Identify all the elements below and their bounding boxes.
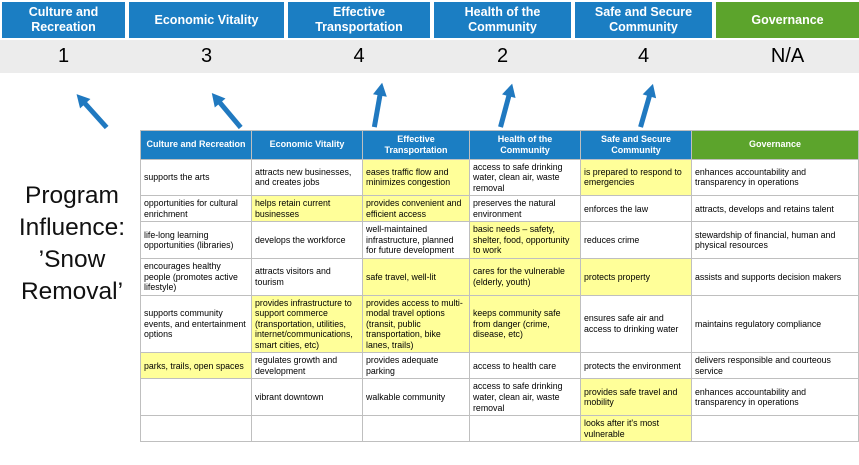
arrow-up-icon — [632, 82, 660, 132]
matrix-cell — [251, 415, 363, 443]
score-value-safe-and-secure-community: 4 — [637, 45, 650, 67]
arrow-up-icon — [366, 81, 390, 130]
score-value-culture-and-recreation: 1 — [57, 45, 70, 67]
matrix-header-safe-and-secure-community: Safe and Secure Community — [580, 130, 692, 160]
matrix-cell: cares for the vulnerable (elderly, youth… — [469, 257, 581, 296]
score-row: 1 3 4 2 4 N/A — [0, 40, 859, 73]
matrix-cell: protects property — [580, 257, 692, 296]
score-value-governance: N/A — [770, 45, 805, 67]
matrix-row: encourages healthy people (promotes acti… — [140, 257, 859, 296]
matrix-cell: is prepared to respond to emergencies — [580, 158, 692, 197]
matrix-cell — [691, 415, 859, 443]
matrix-row: supports the arts attracts new businesses… — [140, 158, 859, 197]
matrix-cell: provides adequate parking — [362, 352, 470, 380]
summary-header-health-of-the-community: Health of the Community — [434, 2, 571, 38]
matrix-row: supports community events, and entertain… — [140, 294, 859, 354]
matrix-cell: attracts visitors and tourism — [251, 257, 363, 296]
matrix-cell: helps retain current businesses — [251, 195, 363, 223]
arrow-up-icon — [492, 82, 520, 132]
matrix-header-economic-vitality: Economic Vitality — [251, 130, 363, 160]
matrix-cell: preserves the natural environment — [469, 195, 581, 223]
summary-header-safe-and-secure-community: Safe and Secure Community — [575, 2, 712, 38]
matrix-cell — [469, 415, 581, 443]
matrix-cell: enhances accountability and transparency… — [691, 158, 859, 197]
matrix-cell: encourages healthy people (promotes acti… — [140, 257, 252, 296]
matrix-header-health-of-the-community: Health of the Community — [469, 130, 581, 160]
matrix-row: looks after it's most vulnerable — [140, 415, 859, 443]
matrix-cell: well-maintained infrastructure, planned … — [362, 221, 470, 259]
program-title: Program Influence: ’Snow Removal’ — [18, 182, 126, 305]
arrow-up-icon — [71, 89, 114, 135]
matrix-cell — [140, 378, 252, 417]
matrix-cell: eases traffic flow and minimizes congest… — [362, 158, 470, 197]
score-value-effective-transportation: 4 — [353, 45, 365, 67]
score-value-health-of-the-community: 2 — [496, 45, 509, 67]
matrix-cell: develops the workforce — [251, 221, 363, 259]
matrix-cell: delivers responsible and courteous servi… — [691, 352, 859, 380]
matrix-header-governance: Governance — [691, 130, 859, 160]
matrix-cell: access to health care — [469, 352, 581, 380]
matrix-cell: maintains regulatory compliance — [691, 294, 859, 354]
matrix-cell: access to safe drinking water, clean air… — [469, 378, 581, 417]
matrix-cell: basic needs – safety, shelter, food, opp… — [469, 221, 581, 259]
influence-matrix: Culture and Recreation Economic Vitality E… — [140, 130, 859, 443]
matrix-header-culture-and-recreation: Culture and Recreation — [140, 130, 252, 160]
matrix-cell: provides convenient and efficient access — [362, 195, 470, 223]
matrix-cell: opportunities for cultural enrichment — [140, 195, 252, 223]
score-value-economic-vitality: 3 — [200, 45, 213, 67]
matrix-cell: keeps community safe from danger (crime,… — [469, 294, 581, 354]
matrix-cell: supports community events, and entertain… — [140, 294, 252, 354]
matrix-cell: enforces the law — [580, 195, 692, 223]
matrix-cell: walkable community — [362, 378, 470, 417]
matrix-header-effective-transportation: Effective Transportation — [362, 130, 470, 160]
summary-header-effective-transportation: Effective Transportation — [288, 2, 430, 38]
matrix-cell: looks after it's most vulnerable — [580, 415, 692, 443]
matrix-cell: provides access to multi-modal travel op… — [362, 294, 470, 354]
summary-header-culture-and-recreation: Culture and Recreation — [2, 2, 125, 38]
matrix-cell: ensures safe air and access to drinking … — [580, 294, 692, 354]
summary-header-governance: Governance — [716, 2, 859, 38]
matrix-cell — [140, 415, 252, 443]
matrix-cell: enhances accountability and transparency… — [691, 378, 859, 417]
matrix-row: life-long learning opportunities (librar… — [140, 221, 859, 259]
matrix-cell: provides infrastructure to support comme… — [251, 294, 363, 354]
matrix-cell: attracts new businesses, and creates job… — [251, 158, 363, 197]
matrix-row: parks, trails, open spaces regulates grow… — [140, 352, 859, 380]
matrix-cell: safe travel, well-lit — [362, 257, 470, 296]
matrix-header-row: Culture and Recreation Economic Vitality E… — [140, 130, 859, 160]
matrix-cell: attracts, develops and retains talent — [691, 195, 859, 223]
matrix-cell: access to safe drinking water, clean air… — [469, 158, 581, 197]
matrix-cell: supports the arts — [140, 158, 252, 197]
matrix-row: opportunities for cultural enrichment hel… — [140, 195, 859, 223]
matrix-cell: provides safe travel and mobility — [580, 378, 692, 417]
matrix-cell: vibrant downtown — [251, 378, 363, 417]
matrix-cell: protects the environment — [580, 352, 692, 380]
summary-header-economic-vitality: Economic Vitality — [129, 2, 284, 38]
matrix-cell: assists and supports decision makers — [691, 257, 859, 296]
matrix-cell: life-long learning opportunities (librar… — [140, 221, 252, 259]
matrix-cell — [362, 415, 470, 443]
matrix-cell: regulates growth and development — [251, 352, 363, 380]
matrix-cell: reduces crime — [580, 221, 692, 259]
matrix-row: vibrant downtown walkable community access… — [140, 378, 859, 417]
matrix-cell: parks, trails, open spaces — [140, 352, 252, 380]
summary-header-row: Culture and Recreation Economic Vitality E… — [2, 2, 859, 38]
matrix-cell: stewardship of financial, human and phys… — [691, 221, 859, 259]
arrow-up-icon — [206, 88, 248, 134]
